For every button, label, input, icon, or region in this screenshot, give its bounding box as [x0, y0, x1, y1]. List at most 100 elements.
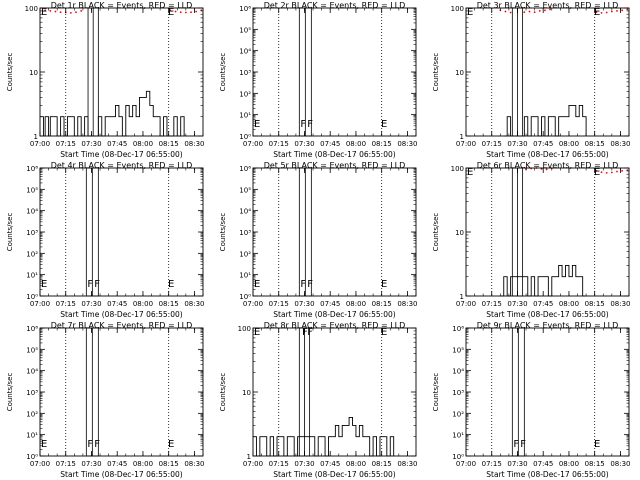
- panel-det-7: Det 7r BLACK = Events, RED = LLD Counts/s…: [6, 321, 205, 479]
- x-tick-label: 07:15: [56, 460, 76, 468]
- lld-series-point: [610, 171, 613, 174]
- y-tick-label: 10⁴: [239, 208, 251, 216]
- y-tick-label: 10¹: [26, 432, 38, 440]
- y-tick-label: 10⁵: [26, 186, 38, 194]
- x-tick-label: 07:15: [482, 460, 502, 468]
- event-flag-marker: F: [307, 327, 313, 338]
- x-axis-label: Start Time (08-Dec-17 06:55:00): [273, 310, 395, 319]
- x-tick-label: 08:30: [397, 460, 417, 468]
- event-flag-marker: F: [300, 279, 306, 290]
- y-tick-label: 10⁶: [239, 5, 251, 13]
- plot-title: Det 4r BLACK = Events, RED = LLD: [51, 161, 193, 170]
- event-flag-marker: F: [520, 439, 526, 450]
- panel-det-4: Det 4r BLACK = Events, RED = LLD Counts/s…: [6, 161, 205, 319]
- x-tick-label: 07:45: [107, 460, 127, 468]
- y-tick-label: 10⁰: [452, 453, 464, 461]
- x-tick-label: 07:45: [320, 300, 340, 308]
- x-tick-label: 07:00: [243, 300, 263, 308]
- lld-series-point: [545, 168, 548, 171]
- y-tick-label: 100: [451, 5, 464, 13]
- plot-frame: [39, 327, 204, 457]
- x-tick-label: 07:30: [81, 140, 101, 148]
- x-tick-label: 07:45: [320, 140, 340, 148]
- x-axis-label: Start Time (08-Dec-17 06:55:00): [273, 150, 395, 159]
- x-tick-label: 08:15: [372, 300, 392, 308]
- lld-series-point: [595, 11, 598, 14]
- lld-series-point: [616, 170, 618, 173]
- x-tick-label: 08:30: [610, 460, 630, 468]
- lld-series-point: [504, 10, 507, 13]
- event-flag-marker: E: [594, 7, 600, 18]
- lld-series-point: [605, 11, 608, 14]
- event-flag-marker: E: [254, 279, 260, 290]
- panel-det-5: Det 5r BLACK = Events, RED = LLD Counts/s…: [219, 161, 418, 319]
- lld-series-point: [595, 170, 598, 172]
- event-flag-marker: F: [513, 439, 519, 450]
- x-tick-label: 08:00: [346, 300, 366, 308]
- y-tick-label: 10: [455, 229, 464, 237]
- x-tick-label: 07:30: [507, 460, 527, 468]
- event-flag-marker: F: [307, 279, 313, 290]
- x-tick-label: 07:45: [533, 300, 553, 308]
- y-tick-label: 100: [451, 165, 464, 173]
- lld-series-point: [549, 8, 551, 11]
- plot-title: Det 8r BLACK = Events, RED = LLD: [264, 321, 406, 330]
- panel-det-3: Det 3r BLACK = Events, RED = LLD Counts/s…: [432, 1, 631, 159]
- y-tick-label: 1: [247, 453, 251, 461]
- event-flag-marker: E: [381, 119, 387, 130]
- x-tick-label: 08:15: [372, 140, 392, 148]
- x-tick-label: 07:15: [269, 140, 289, 148]
- y-tick-label: 10³: [26, 389, 38, 397]
- plot-frame: [465, 7, 630, 137]
- x-tick-label: 08:15: [585, 140, 605, 148]
- x-tick-label: 08:00: [346, 460, 366, 468]
- y-tick-label: 10²: [26, 250, 38, 258]
- y-tick-label: 1: [460, 293, 464, 301]
- lld-series-point: [190, 11, 192, 14]
- events-series-line: [503, 105, 587, 137]
- plot-title: Det 3r BLACK = Events, RED = LLD: [477, 1, 619, 10]
- x-tick-label: 07:00: [456, 460, 476, 468]
- y-axis-label: Counts/sec: [432, 53, 440, 92]
- lld-series-point: [600, 11, 603, 14]
- y-tick-label: 10³: [239, 229, 251, 237]
- x-tick-label: 07:30: [294, 300, 314, 308]
- plot-frame: [465, 327, 630, 457]
- x-axis-label: Start Time (08-Dec-17 06:55:00): [273, 470, 395, 479]
- x-tick-label: 08:30: [184, 300, 204, 308]
- event-flag-marker: E: [168, 439, 174, 450]
- x-axis-label: Start Time (08-Dec-17 06:55:00): [60, 150, 182, 159]
- x-tick-label: 07:15: [482, 140, 502, 148]
- event-flag-marker: E: [467, 167, 473, 178]
- lld-series-point: [44, 9, 47, 12]
- plot-title: Det 1r BLACK = Events, RED = LLD: [51, 1, 193, 10]
- x-tick-label: 07:15: [269, 460, 289, 468]
- x-tick-label: 07:00: [30, 460, 50, 468]
- y-axis-label: Counts/sec: [6, 53, 14, 92]
- panel-det-9: Det 9r BLACK = Events, RED = LLD Counts/s…: [432, 321, 631, 479]
- lld-series-point: [49, 10, 52, 12]
- x-tick-label: 07:15: [56, 140, 76, 148]
- y-axis-label: Counts/sec: [432, 373, 440, 412]
- plot-title: Det 6r BLACK = Events, RED = LLD: [477, 161, 619, 170]
- y-tick-label: 100: [238, 325, 251, 333]
- y-tick-label: 10¹: [239, 112, 251, 120]
- y-tick-label: 10⁰: [239, 133, 251, 141]
- event-flag-marker: F: [87, 279, 93, 290]
- x-tick-label: 08:15: [159, 300, 179, 308]
- y-tick-label: 10³: [239, 69, 251, 77]
- event-flag-marker: E: [381, 279, 387, 290]
- y-axis-label: Counts/sec: [219, 373, 227, 412]
- x-tick-label: 08:30: [610, 140, 630, 148]
- x-tick-label: 07:00: [243, 140, 263, 148]
- plot-title: Det 7r BLACK = Events, RED = LLD: [51, 321, 193, 330]
- lld-series-point: [80, 10, 83, 12]
- event-flag-marker: E: [254, 327, 260, 338]
- panel-det-1: Det 1r BLACK = Events, RED = LLD Counts/s…: [6, 1, 205, 159]
- y-tick-label: 10⁶: [239, 165, 251, 173]
- x-axis-label: Start Time (08-Dec-17 06:55:00): [60, 310, 182, 319]
- lld-series-point: [605, 171, 608, 174]
- lld-series-point: [610, 10, 613, 13]
- events-series-line: [253, 417, 395, 457]
